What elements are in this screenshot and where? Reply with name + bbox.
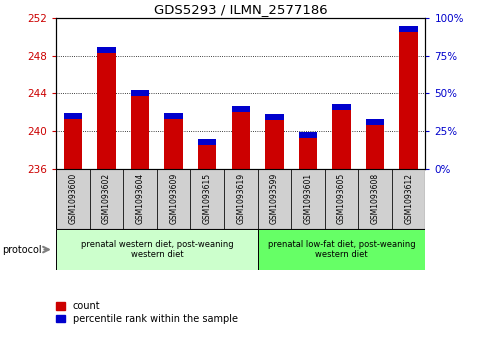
Bar (198, 139, 216, 145)
Bar (56, 169, 90, 229)
Bar (391, 169, 425, 229)
Bar (257, 169, 290, 229)
Bar (264, 114, 283, 120)
Bar (358, 169, 391, 229)
Text: GSM1093605: GSM1093605 (336, 173, 346, 224)
Legend: count, percentile rank within the sample: count, percentile rank within the sample (56, 301, 237, 324)
Title: GDS5293 / ILMN_2577186: GDS5293 / ILMN_2577186 (154, 3, 327, 16)
Bar (131, 96, 149, 169)
Bar (224, 169, 257, 229)
Bar (298, 138, 317, 169)
Bar (365, 125, 384, 169)
Bar (90, 169, 123, 229)
Text: GSM1093600: GSM1093600 (68, 173, 78, 224)
Bar (63, 113, 82, 119)
Bar (231, 106, 249, 112)
Bar (399, 32, 417, 169)
Bar (231, 112, 249, 169)
Bar (332, 110, 350, 169)
Bar (399, 26, 417, 32)
Text: prenatal western diet, post-weaning
western diet: prenatal western diet, post-weaning west… (81, 240, 233, 259)
Bar (332, 105, 350, 110)
Bar (365, 118, 384, 125)
Bar (63, 119, 82, 169)
Text: GSM1093619: GSM1093619 (236, 173, 245, 224)
Bar (298, 132, 317, 138)
Bar (324, 169, 358, 229)
Text: GSM1093601: GSM1093601 (303, 173, 312, 224)
Bar (157, 169, 190, 229)
Text: GSM1093615: GSM1093615 (203, 173, 211, 224)
Bar (257, 229, 425, 270)
Bar (164, 119, 183, 169)
Bar (97, 47, 116, 53)
Bar (123, 169, 157, 229)
Text: GSM1093604: GSM1093604 (135, 173, 144, 224)
Text: protocol: protocol (2, 245, 42, 254)
Bar (164, 113, 183, 119)
Text: GSM1093612: GSM1093612 (403, 173, 412, 224)
Bar (290, 169, 324, 229)
Text: GSM1093599: GSM1093599 (269, 173, 278, 224)
Text: GSM1093602: GSM1093602 (102, 173, 111, 224)
Bar (198, 145, 216, 169)
Bar (264, 120, 283, 169)
Text: GSM1093609: GSM1093609 (169, 173, 178, 224)
Bar (131, 90, 149, 96)
Text: GSM1093608: GSM1093608 (370, 173, 379, 224)
Text: prenatal low-fat diet, post-weaning
western diet: prenatal low-fat diet, post-weaning west… (267, 240, 414, 259)
Bar (56, 229, 257, 270)
Bar (190, 169, 224, 229)
Bar (97, 53, 116, 169)
